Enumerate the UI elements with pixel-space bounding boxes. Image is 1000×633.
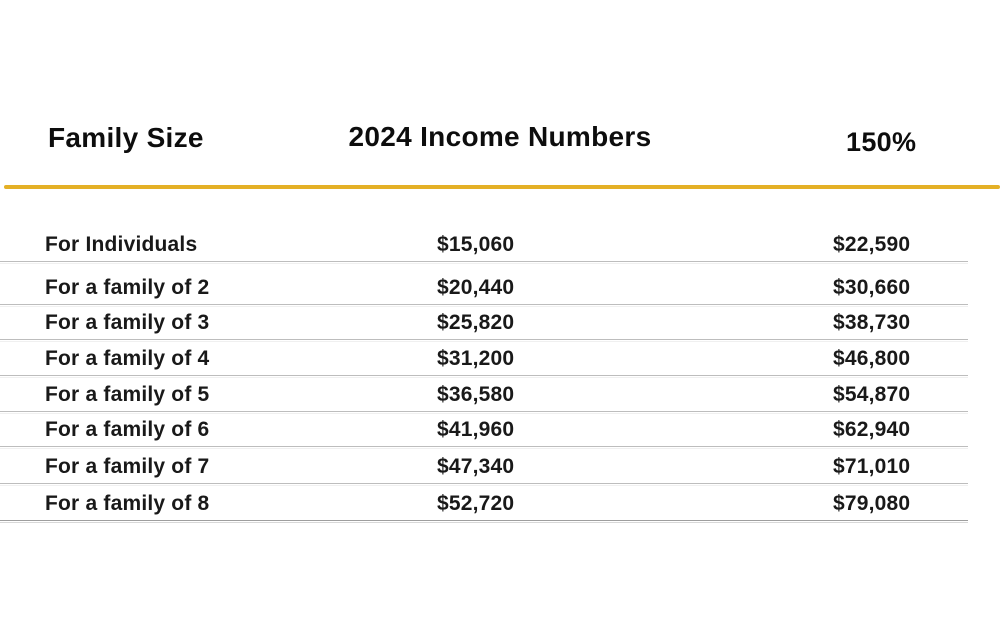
family-size-cell: For a family of 3 — [45, 311, 210, 334]
income-table-body: For Individuals $15,060 $22,590 For a fa… — [0, 189, 1000, 521]
pct150-amount-cell: $71,010 — [833, 455, 911, 478]
table-row: For a family of 6 $41,960 $62,940 — [0, 412, 1000, 447]
pct150-amount-cell: $54,870 — [833, 383, 911, 406]
pct150-amount-cell: $22,590 — [833, 233, 911, 256]
pct150-amount-cell: $79,080 — [833, 492, 911, 515]
income-amount-cell: $15,060 — [437, 233, 515, 256]
family-size-cell: For a family of 4 — [45, 347, 210, 370]
table-row: For a family of 5 $36,580 $54,870 — [0, 376, 1000, 412]
pct150-amount-cell: $38,730 — [833, 311, 911, 334]
pct150-amount-cell: $30,660 — [833, 276, 911, 299]
table-row: For a family of 3 $25,820 $38,730 — [0, 305, 1000, 340]
table-row: For a family of 4 $31,200 $46,800 — [0, 340, 1000, 376]
table-row: For Individuals $15,060 $22,590 — [0, 189, 1000, 262]
family-size-cell: For a family of 5 — [45, 383, 210, 406]
column-header-family-size: Family Size — [48, 122, 204, 153]
family-size-cell: For a family of 8 — [45, 492, 210, 515]
gold-divider-line — [4, 185, 1000, 189]
pct150-amount-cell: $62,940 — [833, 418, 911, 441]
family-size-cell: For Individuals — [45, 233, 198, 256]
table-row: For a family of 8 $52,720 $79,080 — [0, 484, 1000, 521]
column-header-150-percent: 150% — [846, 127, 917, 157]
pct150-amount-cell: $46,800 — [833, 347, 911, 370]
income-amount-cell: $41,960 — [437, 418, 515, 441]
column-header-2024-income-numbers: 2024 Income Numbers — [348, 121, 652, 152]
family-size-cell: For a family of 7 — [45, 455, 210, 478]
table-row: For a family of 2 $20,440 $30,660 — [0, 262, 1000, 305]
table-row: For a family of 7 $47,340 $71,010 — [0, 447, 1000, 484]
income-amount-cell: $52,720 — [437, 492, 515, 515]
income-amount-cell: $47,340 — [437, 455, 515, 478]
income-amount-cell: $20,440 — [437, 276, 515, 299]
family-size-cell: For a family of 6 — [45, 418, 210, 441]
income-amount-cell: $36,580 — [437, 383, 515, 406]
income-amount-cell: $25,820 — [437, 311, 515, 334]
family-size-cell: For a family of 2 — [45, 276, 210, 299]
income-amount-cell: $31,200 — [437, 347, 515, 370]
